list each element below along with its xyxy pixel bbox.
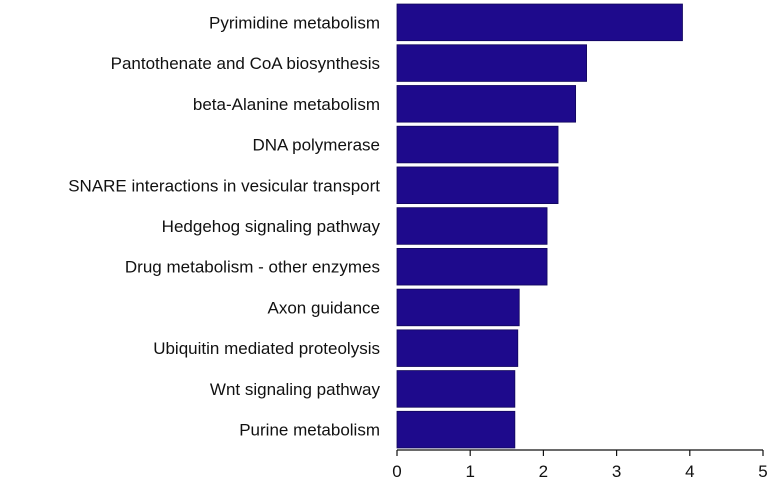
bar-snare-interactions-in-vesicular-transport: [396, 166, 559, 204]
x-axis: 0 1 2 3 4 5: [392, 449, 768, 481]
category-label-beta-alanine-metabolism: beta-Alanine metabolism: [193, 95, 380, 114]
category-label-purine-metabolism: Purine metabolism: [239, 421, 380, 440]
bar-wnt-signaling-pathway: [396, 370, 516, 408]
category-label-ubiquitin-mediated-proteolysis: Ubiquitin mediated proteolysis: [153, 339, 380, 358]
category-label-wnt-signaling-pathway: Wnt signaling pathway: [210, 380, 381, 399]
x-tick-label-5: 5: [758, 462, 767, 481]
bar-beta-alanine-metabolism: [396, 85, 577, 123]
category-label-hedgehog-signaling-pathway: Hedgehog signaling pathway: [162, 217, 381, 236]
bars-layer: [396, 3, 683, 449]
bar-pantothenate-and-coa-biosynthesis: [396, 44, 587, 82]
category-label-axon-guidance: Axon guidance: [268, 298, 380, 317]
bar-drug-metabolism-other-enzymes: [396, 247, 548, 286]
category-label-dna-polymerase: DNA polymerase: [252, 136, 380, 155]
bar-purine-metabolism: [396, 410, 516, 449]
category-label-pantothenate-and-coa-biosynthesis: Pantothenate and CoA biosynthesis: [111, 54, 380, 73]
bar-ubiquitin-mediated-proteolysis: [396, 329, 519, 367]
x-tick-label-4: 4: [685, 462, 694, 481]
category-label-drug-metabolism-other-enzymes: Drug metabolism - other enzymes: [125, 258, 380, 277]
bar-dna-polymerase: [396, 125, 559, 164]
bar-pyrimidine-metabolism: [396, 3, 683, 42]
category-labels: Pyrimidine metabolism Pantothenate and Co…: [68, 13, 380, 439]
bar-axon-guidance: [396, 288, 520, 327]
category-label-snare-interactions-in-vesicular-transport: SNARE interactions in vesicular transpor…: [68, 176, 380, 195]
x-tick-label-0: 0: [392, 462, 401, 481]
x-tick-label-1: 1: [465, 462, 474, 481]
x-tick-label-2: 2: [539, 462, 548, 481]
bar-hedgehog-signaling-pathway: [396, 207, 548, 245]
category-label-pyrimidine-metabolism: Pyrimidine metabolism: [209, 13, 380, 32]
x-tick-label-3: 3: [612, 462, 621, 481]
